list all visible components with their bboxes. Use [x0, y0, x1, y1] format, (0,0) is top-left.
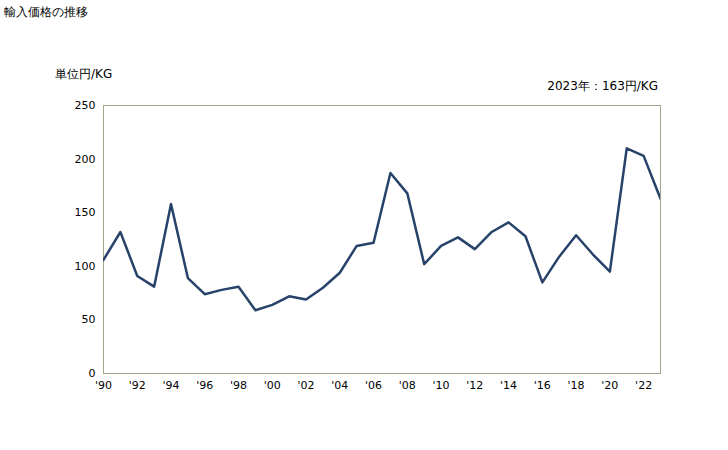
svg-text:'10: '10	[433, 379, 450, 392]
svg-text:'06: '06	[365, 379, 382, 392]
svg-text:'08: '08	[399, 379, 416, 392]
svg-text:'22: '22	[635, 379, 652, 392]
svg-text:150: 150	[75, 206, 96, 219]
svg-text:'16: '16	[534, 379, 551, 392]
svg-text:250: 250	[75, 99, 96, 112]
svg-text:'94: '94	[162, 379, 179, 392]
svg-text:'04: '04	[331, 379, 348, 392]
svg-text:'18: '18	[568, 379, 585, 392]
svg-text:200: 200	[75, 153, 96, 166]
svg-text:100: 100	[75, 260, 96, 273]
svg-text:'92: '92	[129, 379, 146, 392]
svg-text:50: 50	[82, 313, 96, 326]
html-text:2023年：163円/KG: 2023年：163円/KG	[547, 79, 658, 93]
html-text:輸入価格の推移: 輸入価格の推移	[4, 5, 88, 19]
svg-text:'00: '00	[264, 379, 281, 392]
svg-text:'20: '20	[601, 379, 618, 392]
html-text:単位円/KG: 単位円/KG	[55, 67, 113, 81]
svg-text:0: 0	[89, 367, 96, 380]
svg-text:'12: '12	[466, 379, 483, 392]
svg-text:'90: '90	[95, 379, 112, 392]
svg-text:'96: '96	[196, 379, 213, 392]
svg-text:'14: '14	[500, 379, 517, 392]
svg-text:'98: '98	[230, 379, 247, 392]
svg-text:'02: '02	[298, 379, 315, 392]
